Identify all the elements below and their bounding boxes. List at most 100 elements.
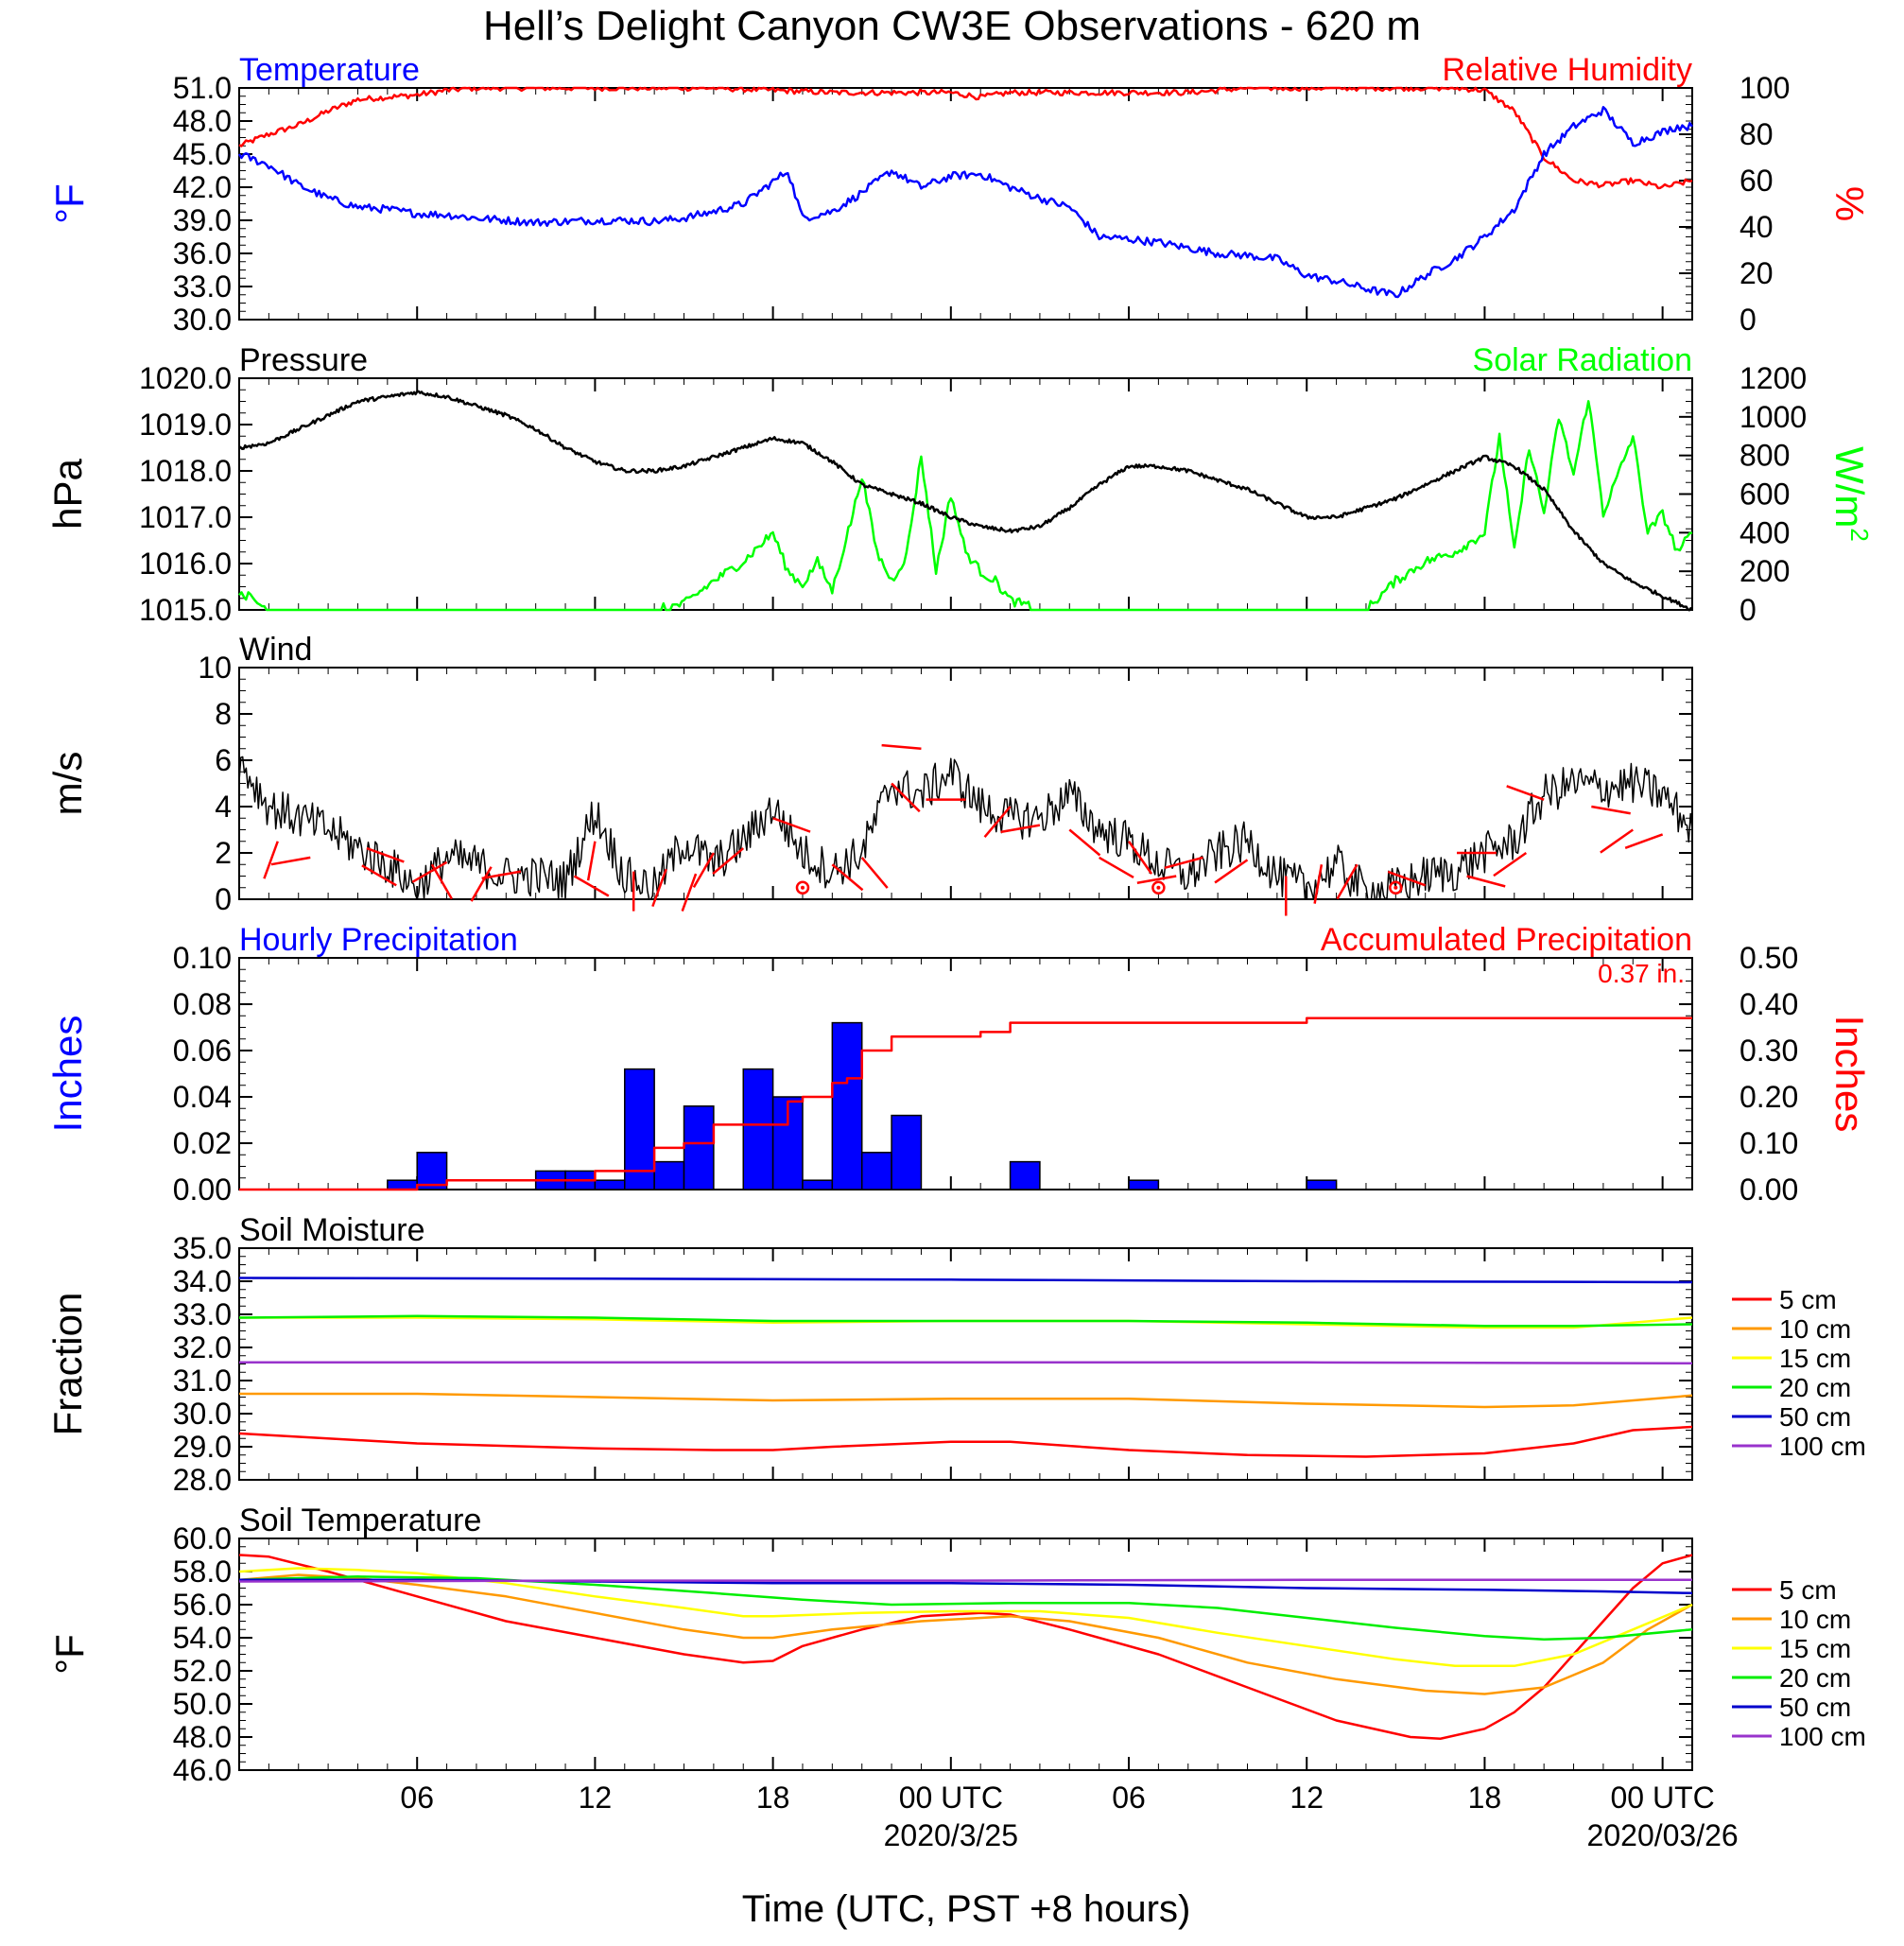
wind-barb	[366, 846, 405, 863]
precip-bar	[1128, 1179, 1160, 1190]
precip-bar	[1306, 1179, 1338, 1190]
left-axis-label: m/s	[45, 752, 90, 816]
wind-barb	[573, 875, 610, 897]
wind-barb	[692, 852, 715, 888]
panel-left-title: Soil Temperature	[239, 1503, 481, 1538]
right-tick-label: 0.50	[1740, 941, 1798, 975]
right-tick-label: 40	[1740, 210, 1774, 244]
legend-label: 5 cm	[1779, 1285, 1837, 1314]
left-tick-label: 39.0	[173, 203, 232, 237]
right-axis-label-sup: 2	[1845, 528, 1874, 541]
panels-group: 30.033.036.039.042.045.048.051.002040608…	[45, 52, 1874, 1787]
right-axis-label: W/m2	[1827, 446, 1874, 542]
panel-left-title: Temperature	[239, 52, 420, 88]
right-tick-label: 0.00	[1740, 1173, 1798, 1207]
right-tick-label: 800	[1740, 439, 1790, 473]
left-tick-label: 30.0	[173, 1397, 232, 1431]
precip-bar	[653, 1160, 685, 1190]
left-tick-label: 58.0	[173, 1555, 232, 1589]
wind-barb	[411, 860, 448, 883]
x-date-label: 2020/3/25	[884, 1818, 1018, 1852]
panel-left-title: Wind	[239, 632, 312, 668]
left-tick-label: 56.0	[173, 1588, 232, 1622]
wind-barb	[1127, 841, 1153, 875]
precip-bar	[860, 1152, 892, 1190]
right-tick-label: 100	[1740, 71, 1790, 105]
wind-barb	[1068, 828, 1101, 857]
wind-barb	[481, 870, 522, 880]
left-tick-label: 30.0	[173, 303, 232, 337]
humidity-line	[238, 86, 1693, 190]
wind-barb	[1099, 856, 1134, 878]
panel-pressure_solar: 1015.0 1016.0 1017.0 1018.0 1019.0 1020.0 0 200…	[45, 342, 1874, 627]
left-tick-label: 0.00	[173, 1173, 232, 1207]
left-tick-label: 33.0	[173, 1297, 232, 1331]
right-tick-label: 0.30	[1740, 1034, 1798, 1068]
wind-barb	[831, 863, 864, 892]
panel-frame	[238, 87, 1693, 321]
wind-barb	[891, 782, 921, 813]
left-tick-label: 4	[215, 790, 232, 824]
right-tick-label: 600	[1740, 478, 1790, 512]
panel-frame	[238, 1538, 1693, 1771]
series-line-5cm	[238, 1554, 1693, 1741]
panel-frame	[238, 667, 1693, 900]
temperature-line	[237, 106, 1694, 299]
wind-barb	[1000, 824, 1041, 834]
wind-barb	[1600, 828, 1634, 854]
x-tick-label: 12	[1290, 1781, 1324, 1815]
x-tick-label: 18	[756, 1781, 790, 1815]
series-line-20cm	[238, 1314, 1693, 1328]
right-tick-label: 0.40	[1740, 987, 1798, 1021]
left-axis-label: °F	[47, 183, 92, 223]
left-tick-label: 0.06	[173, 1034, 232, 1068]
left-tick-label: 54.0	[173, 1621, 232, 1655]
wind-barb	[881, 743, 922, 750]
panel-precip: 0.00 0.02 0.04 0.06 0.08 0.10 0.00 0.10 0.20 0.30…	[45, 922, 1872, 1207]
solar-line	[238, 400, 1693, 612]
wind-barb	[270, 856, 311, 866]
wind-barb	[361, 864, 397, 887]
left-tick-label: 0.02	[173, 1126, 232, 1160]
legend-label: 20 cm	[1779, 1373, 1851, 1402]
panel-wind: 0 2 4 6 8 10 Wind m/s	[45, 632, 1693, 916]
panel-left-title: Pressure	[239, 342, 368, 378]
left-tick-label: 50.0	[173, 1687, 232, 1721]
chart-title: Hell’s Delight Canyon CW3E Observations …	[483, 3, 1421, 49]
right-tick-label: 20	[1740, 256, 1774, 290]
precip-bar	[387, 1179, 418, 1190]
legend-label: 50 cm	[1779, 1693, 1851, 1722]
x-tick-label: 06	[400, 1781, 434, 1815]
right-tick-label: 1000	[1740, 400, 1807, 434]
precip-bar	[683, 1105, 715, 1190]
right-axis-label: Inches	[1827, 1016, 1872, 1133]
left-tick-label: 1020.0	[139, 361, 232, 395]
wind-barb	[470, 866, 493, 902]
series-line-10cm	[239, 1392, 1693, 1409]
x-tick-label: 00 UTC	[899, 1781, 1003, 1815]
left-tick-label: 36.0	[173, 236, 232, 270]
left-tick-label: 1016.0	[139, 547, 232, 581]
left-axis-label: Inches	[45, 1016, 90, 1133]
wind-barb	[1493, 851, 1528, 877]
right-tick-label: 0	[1740, 303, 1757, 337]
accumulated-total-label: 0.37 in.	[1598, 959, 1685, 988]
precip-bar	[416, 1152, 448, 1190]
left-axis-label: °F	[47, 1634, 92, 1674]
wind-barb	[586, 841, 597, 881]
precip-bar	[594, 1179, 626, 1190]
x-tick-label: 12	[579, 1781, 613, 1815]
left-tick-label: 0.04	[173, 1080, 232, 1114]
right-tick-label: 1200	[1740, 361, 1807, 395]
left-tick-label: 29.0	[173, 1430, 232, 1464]
x-tick-label: 06	[1112, 1781, 1146, 1815]
wind-barb	[1164, 856, 1203, 869]
calm-wind-dot	[1393, 885, 1398, 890]
wind-barb	[860, 857, 889, 889]
right-tick-label: 0.20	[1740, 1080, 1798, 1114]
left-tick-label: 33.0	[173, 269, 232, 304]
legend-label: 20 cm	[1779, 1663, 1851, 1693]
precip-bar	[742, 1068, 774, 1190]
